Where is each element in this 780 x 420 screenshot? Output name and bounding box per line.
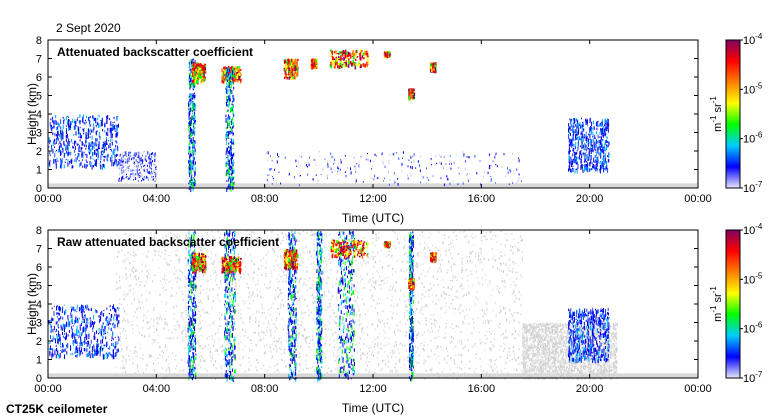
x-tick-label: 12:00 (359, 193, 387, 205)
feature-cloud-column (224, 230, 236, 382)
x-tick-label: 20:00 (576, 193, 604, 205)
feature-cloud-layer (383, 241, 391, 249)
panel-raw-attenuated-backscatter: 0 1 2 3 4 5 6 7 8 00:00 04:00 08:00 12:00 16:00 20:00… (25, 225, 712, 415)
x-tick-label: 20:00 (576, 383, 604, 395)
feature-cloud-layer (408, 278, 416, 292)
colorbars: 10-4 10-5 10-6 10-7 m-1 sr-1 10-4 10-5 10-6 10-7… (709, 32, 763, 385)
feature-boundary-layer (48, 304, 120, 360)
feature-boundary-layer (48, 114, 119, 171)
y-axis: 0 1 2 3 4 5 6 7 8 (36, 225, 698, 385)
instrument-label: CT25K ceilometer (6, 402, 108, 416)
colorbar-tick-label: 10-4 (743, 32, 763, 47)
feature-cloud-layer (383, 51, 391, 59)
feature-boundary-layer (568, 117, 610, 174)
x-axis: 00:00 04:00 08:00 12:00 16:00 20:00 00:00 (34, 40, 712, 205)
y-tick-label: 5 (36, 281, 42, 293)
x-axis-label: Time (UTC) (342, 401, 404, 415)
x-tick-label: 12:00 (359, 383, 387, 395)
x-tick-label: 00:00 (34, 193, 62, 205)
colorbar-tick-label: 10-7 (743, 180, 763, 195)
feature-cloud-layer (191, 62, 207, 85)
feature-cloud-layer (429, 252, 437, 264)
x-tick-label: 00:00 (684, 383, 712, 395)
y-tick-label: 3 (36, 128, 42, 140)
y-tick-label: 3 (36, 318, 42, 330)
y-tick-label: 2 (36, 146, 42, 158)
x-axis-label: Time (UTC) (342, 211, 404, 225)
y-tick-label: 1 (36, 165, 42, 177)
x-tick-label: 04:00 (143, 193, 171, 205)
colorbar-tick-label: 10-6 (743, 131, 763, 146)
panel-title: Raw attenuated backscatter coefficient (57, 235, 279, 249)
x-tick-label: 16:00 (468, 383, 496, 395)
colorbar-tick-label: 10-4 (743, 222, 763, 237)
y-tick-label: 4 (36, 299, 42, 311)
feature-sparse-low (118, 151, 157, 183)
feature-cloud-layer (191, 252, 207, 274)
feature-cloud-layer (310, 58, 318, 70)
x-tick-label: 04:00 (143, 383, 171, 395)
colorbar-unit-label: m-1 sr-1 (709, 96, 724, 132)
y-axis-label: Height (km) (25, 273, 39, 335)
y-tick-label: 0 (36, 183, 42, 195)
y-tick-label: 0 (36, 373, 42, 385)
colorbar-tick-label: 10-6 (743, 321, 763, 336)
date-label: 2 Sept 2020 (56, 21, 121, 35)
x-tick-label: 16:00 (468, 193, 496, 205)
colorbar-tick-label: 10-5 (743, 271, 763, 286)
y-tick-label: 6 (36, 72, 42, 84)
feature-cloud-layer (221, 256, 242, 275)
colorbar-gradient (725, 39, 741, 189)
x-tick-label: 08:00 (251, 383, 279, 395)
colorbar-unit-label: m-1 sr-1 (709, 286, 724, 322)
panel-attenuated-backscatter: 0 1 2 3 4 5 6 7 8 00:00 04:00 08:00 12:00 16:00 20:00… (25, 35, 712, 225)
colorbar-tick-label: 10-5 (743, 81, 763, 96)
y-tick-label: 6 (36, 262, 42, 274)
colorbar-gradient (725, 229, 741, 379)
y-tick-label: 4 (36, 109, 42, 121)
y-tick-label: 7 (36, 54, 42, 66)
feature-boundary-layer (568, 307, 610, 364)
feature-cloud-layer (429, 62, 437, 74)
feature-cloud-layer (283, 58, 299, 81)
y-tick-label: 2 (36, 336, 42, 348)
y-tick-label: 1 (36, 355, 42, 367)
feature-cloud-layer (408, 88, 416, 101)
y-tick-label: 8 (36, 225, 42, 237)
feature-cloud-column (188, 58, 196, 193)
feature-sparse-low (266, 151, 522, 187)
x-axis: 00:00 04:00 08:00 12:00 16:00 20:00 00:00 (34, 230, 712, 395)
y-tick-label: 7 (36, 244, 42, 256)
feature-cloud-column (316, 230, 323, 383)
x-tick-label: 00:00 (34, 383, 62, 395)
colorbar: 10-4 10-5 10-6 10-7 m-1 sr-1 (709, 222, 763, 385)
colorbar-tick-label: 10-7 (743, 370, 763, 385)
x-tick-label: 08:00 (251, 193, 279, 205)
y-tick-label: 8 (36, 35, 42, 47)
feature-cloud-layer (283, 249, 299, 271)
x-tick-label: 00:00 (684, 193, 712, 205)
feature-cloud-column (225, 66, 235, 192)
y-axis-label: Height (km) (25, 83, 39, 145)
panel-title: Attenuated backscatter coefficient (57, 45, 253, 59)
y-tick-label: 5 (36, 91, 42, 103)
feature-cloud-layer (330, 239, 369, 260)
colorbar: 10-4 10-5 10-6 10-7 m-1 sr-1 (709, 32, 763, 195)
feature-cloud-layer (329, 49, 369, 70)
y-axis: 0 1 2 3 4 5 6 7 8 (36, 35, 698, 195)
